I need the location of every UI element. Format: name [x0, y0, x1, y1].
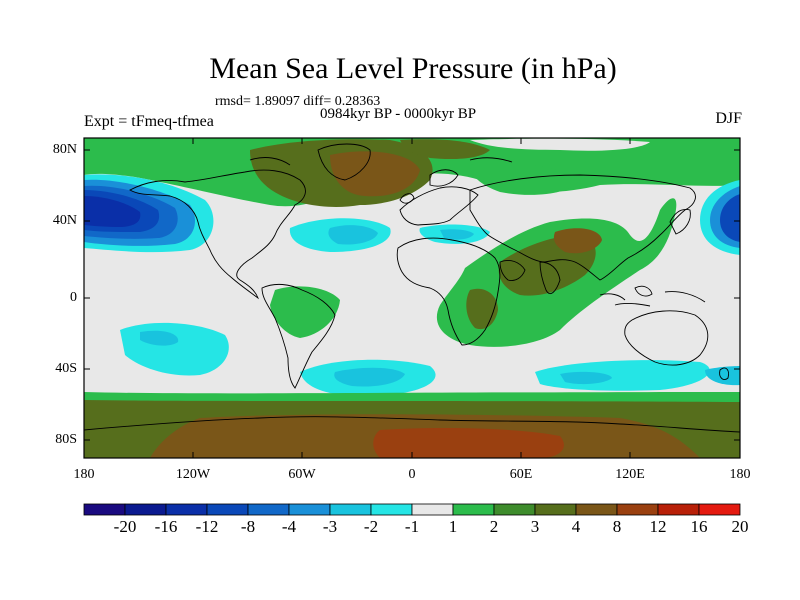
pacific-low-5 [84, 196, 141, 227]
lon-label-180e: 180 [729, 467, 751, 482]
colorbar-label: -12 [195, 517, 219, 536]
colorbar-label: 2 [489, 517, 499, 536]
stats-text: rmsd= 1.89097 diff= 0.28363 [215, 94, 381, 109]
lon-label-60e: 60E [509, 467, 533, 482]
colorbar-box [165, 503, 208, 516]
atlantic-low-2 [328, 225, 378, 245]
colorbar-box [452, 503, 495, 516]
lon-label-180w: 180 [73, 467, 95, 482]
new-zealand-coast [719, 367, 729, 381]
arctic-olive-2 [400, 139, 490, 160]
lat-label-40s: 40S [55, 361, 77, 376]
colorbar-label: -16 [154, 517, 178, 536]
colorbar-label: -1 [404, 517, 420, 536]
colorbar-label: -2 [363, 517, 379, 536]
lon-label-60w: 60W [288, 467, 316, 482]
pacific-low-east-3 [720, 194, 740, 242]
tibet-brown [553, 228, 602, 254]
sumatra-coast [599, 293, 626, 301]
colorbar-box [83, 503, 126, 516]
colorbar-box [493, 503, 536, 516]
borneo-coast [634, 285, 653, 297]
colorbar-box [288, 503, 331, 516]
south-america-coast [261, 283, 336, 389]
colorbar-label: 8 [612, 517, 622, 536]
colorbar-label: 16 [690, 517, 708, 536]
java-coast [614, 303, 651, 307]
med-low-2 [440, 229, 474, 240]
tick-marks [83, 138, 741, 458]
pressure-field [84, 138, 740, 458]
colorbar-box [575, 503, 618, 516]
colorbar-label: -4 [281, 517, 297, 536]
colorbar-label: 1 [448, 517, 458, 536]
colorbar [83, 503, 741, 516]
colorbar-box [698, 503, 741, 516]
colorbar-label: 20 [731, 517, 749, 536]
colorbar-label: 3 [530, 517, 540, 536]
colorbar-label: 12 [649, 517, 667, 536]
new-guinea-coast [664, 291, 706, 303]
north-america-coast [129, 169, 306, 300]
south-america-green [270, 286, 340, 338]
season-label: DJF [715, 110, 742, 127]
sh-indian-low-2 [560, 371, 612, 385]
antarctic-dark [373, 428, 564, 458]
colorbar-box [206, 503, 249, 516]
arctic-brown [330, 151, 420, 197]
map-title: Mean Sea Level Pressure (in hPa) [209, 52, 617, 85]
colorbar-box [329, 503, 372, 516]
lon-label-0: 0 [408, 467, 416, 482]
siberia-green [470, 163, 580, 195]
arabia-coast [499, 259, 526, 281]
experiment-label: Expt = tFmeq-tfmea [84, 113, 214, 130]
colorbar-box [657, 503, 700, 516]
colorbar-box [370, 503, 413, 516]
europe-coast [399, 186, 479, 226]
lat-label-40n: 40N [52, 213, 77, 228]
uk-coast [399, 193, 415, 204]
sh-indian-low-3 [705, 366, 740, 386]
sh-pacific-low-2 [140, 330, 179, 346]
australia-coast [624, 310, 709, 366]
colorbar-label: 4 [571, 517, 581, 536]
siberia-islands-coast [469, 157, 513, 163]
colorbar-label: -8 [240, 517, 256, 536]
africa-coast [396, 237, 501, 346]
colorbar-box [534, 503, 577, 516]
lon-label-120w: 120W [175, 467, 211, 482]
scandinavia-coast [429, 169, 459, 187]
coastlines [84, 143, 740, 433]
colorbar-box [411, 503, 454, 516]
colorbar-label: -20 [113, 517, 137, 536]
lon-label-120e: 120E [615, 467, 645, 482]
sh-atlantic-low-2 [334, 367, 405, 387]
colorbar-box [124, 503, 167, 516]
period-text: 0984kyr BP - 0000kyr BP [320, 106, 477, 122]
colorbar-box [616, 503, 659, 516]
lat-label-80s: 80S [55, 432, 77, 447]
greenland-coast [317, 143, 371, 181]
lat-label-0: 0 [70, 290, 77, 305]
india-coast [539, 261, 561, 294]
asia-coast [469, 174, 696, 281]
lat-label-80n: 80N [52, 142, 77, 157]
colorbar-box [247, 503, 290, 516]
colorbar-label: -3 [322, 517, 338, 536]
antarctica-coast [84, 416, 740, 433]
arctic-gap [470, 138, 650, 151]
japan-coast [669, 209, 691, 235]
canada-islands-coast [249, 157, 291, 166]
